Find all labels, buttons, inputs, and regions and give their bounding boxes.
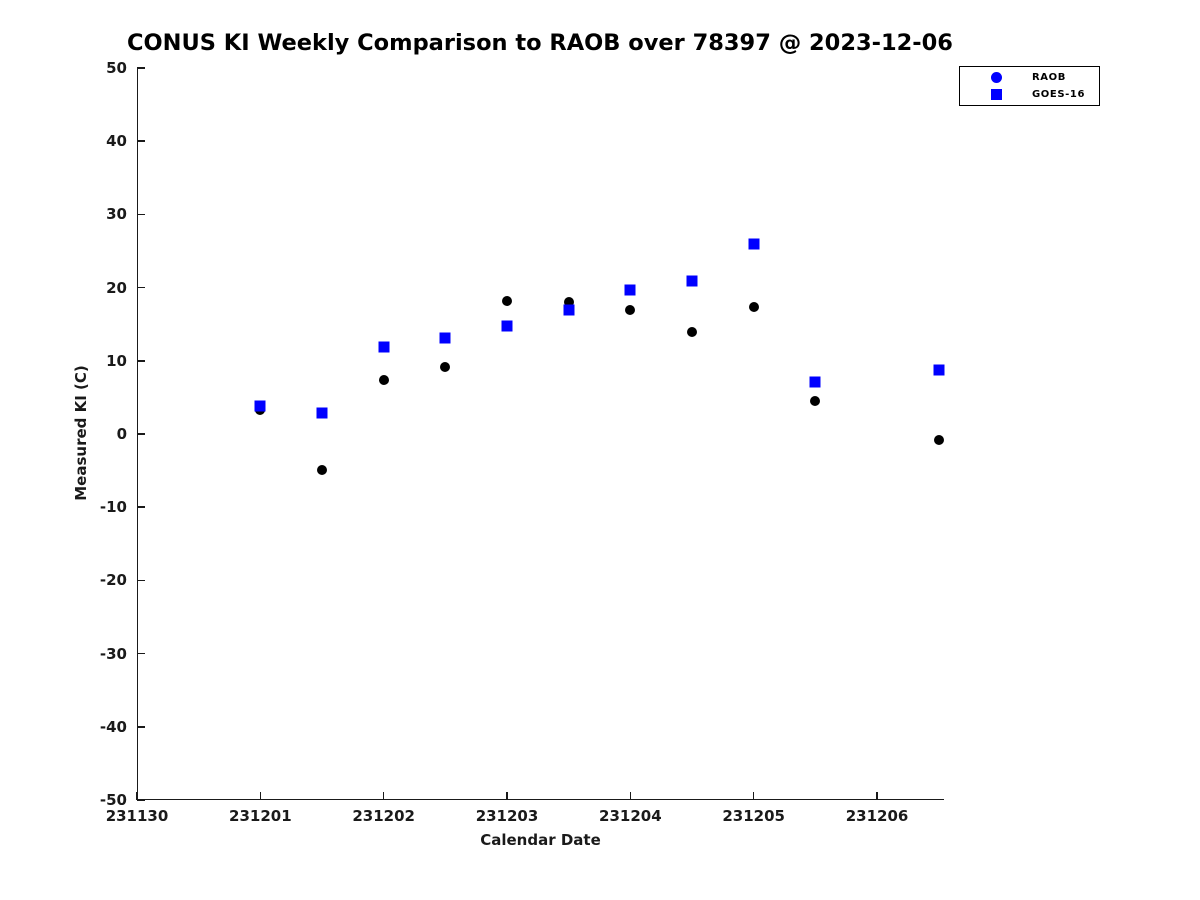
goes-16-data-point: [748, 238, 760, 250]
y-tick-label: -10: [99, 498, 127, 517]
goes-16-data-point: [439, 332, 451, 344]
y-tick-mark: [137, 67, 145, 69]
y-tick-mark: [137, 213, 145, 216]
x-tick-label: 231204: [599, 807, 662, 825]
x-axis-label: Calendar Date: [480, 831, 601, 849]
x-tick-mark: [876, 792, 878, 800]
raob-data-point: [748, 301, 759, 312]
raob-data-point: [810, 396, 821, 407]
y-tick-label: 10: [106, 351, 127, 370]
goes-16-data-point: [624, 284, 636, 296]
goes-16-data-point: [501, 320, 513, 332]
y-tick-mark: [137, 579, 145, 582]
raob-data-point: [317, 464, 327, 475]
legend-item-raob: RAOB: [960, 71, 1099, 85]
x-tick-label: 231130: [105, 807, 169, 825]
raob-data-point: [440, 362, 451, 373]
x-tick-mark: [259, 792, 262, 800]
x-tick-mark: [506, 792, 508, 800]
legend-item-goes-16: GOES-16: [960, 88, 1099, 102]
goes-16-data-point: [809, 376, 821, 388]
raob-data-point: [933, 434, 944, 445]
x-tick-mark: [629, 792, 632, 800]
x-tick-mark: [752, 792, 755, 800]
legend-label-raob: RAOB: [1032, 72, 1066, 83]
y-tick-label: 30: [106, 205, 127, 224]
y-tick-label: 50: [106, 59, 127, 77]
plot-area: [137, 68, 944, 800]
x-tick-mark: [136, 792, 138, 800]
y-tick-mark: [137, 433, 145, 435]
raob-circle-icon: [990, 72, 1002, 83]
raob-data-point: [502, 295, 512, 306]
legend-marker-cell: [960, 72, 1032, 83]
x-tick-label: 231203: [475, 807, 539, 825]
raob-data-point: [687, 326, 698, 337]
y-tick-label: 0: [116, 425, 127, 443]
y-tick-label: 40: [106, 132, 127, 151]
goes-16-data-point: [933, 364, 945, 376]
goes-16-data-point: [563, 304, 575, 316]
y-tick-mark: [137, 799, 145, 801]
goes-16-data-point: [316, 407, 328, 419]
goes-16-data-point: [254, 400, 266, 412]
raob-data-point: [625, 304, 636, 315]
goes-16-square-icon: [990, 89, 1002, 100]
raob-data-point: [563, 296, 574, 307]
y-tick-label: 20: [106, 278, 127, 297]
y-tick-mark: [137, 726, 145, 728]
y-tick-mark: [137, 506, 145, 508]
chart-title: CONUS KI Weekly Comparison to RAOB over …: [127, 30, 953, 56]
y-tick-mark: [137, 652, 145, 655]
y-axis-label: Measured KI (C): [72, 365, 90, 501]
x-tick-mark: [382, 792, 385, 800]
raob-data-point: [378, 374, 389, 385]
x-tick-label: 231205: [722, 807, 785, 825]
x-tick-label: 231201: [229, 807, 292, 825]
y-tick-label: -20: [99, 571, 127, 590]
y-tick-label: -40: [99, 717, 127, 736]
y-tick-label: -50: [99, 791, 127, 809]
legend-marker-cell: [960, 89, 1032, 100]
legend: RAOB GOES-16: [959, 66, 1100, 106]
y-tick-mark: [137, 286, 145, 289]
legend-label-goes-16: GOES-16: [1032, 89, 1086, 100]
y-tick-label: -30: [99, 644, 127, 663]
x-tick-label: 231202: [352, 807, 415, 825]
y-tick-mark: [137, 140, 145, 142]
goes-16-data-point: [686, 275, 698, 287]
y-tick-mark: [137, 360, 145, 362]
goes-16-data-point: [378, 341, 390, 353]
x-tick-label: 231206: [845, 807, 909, 825]
